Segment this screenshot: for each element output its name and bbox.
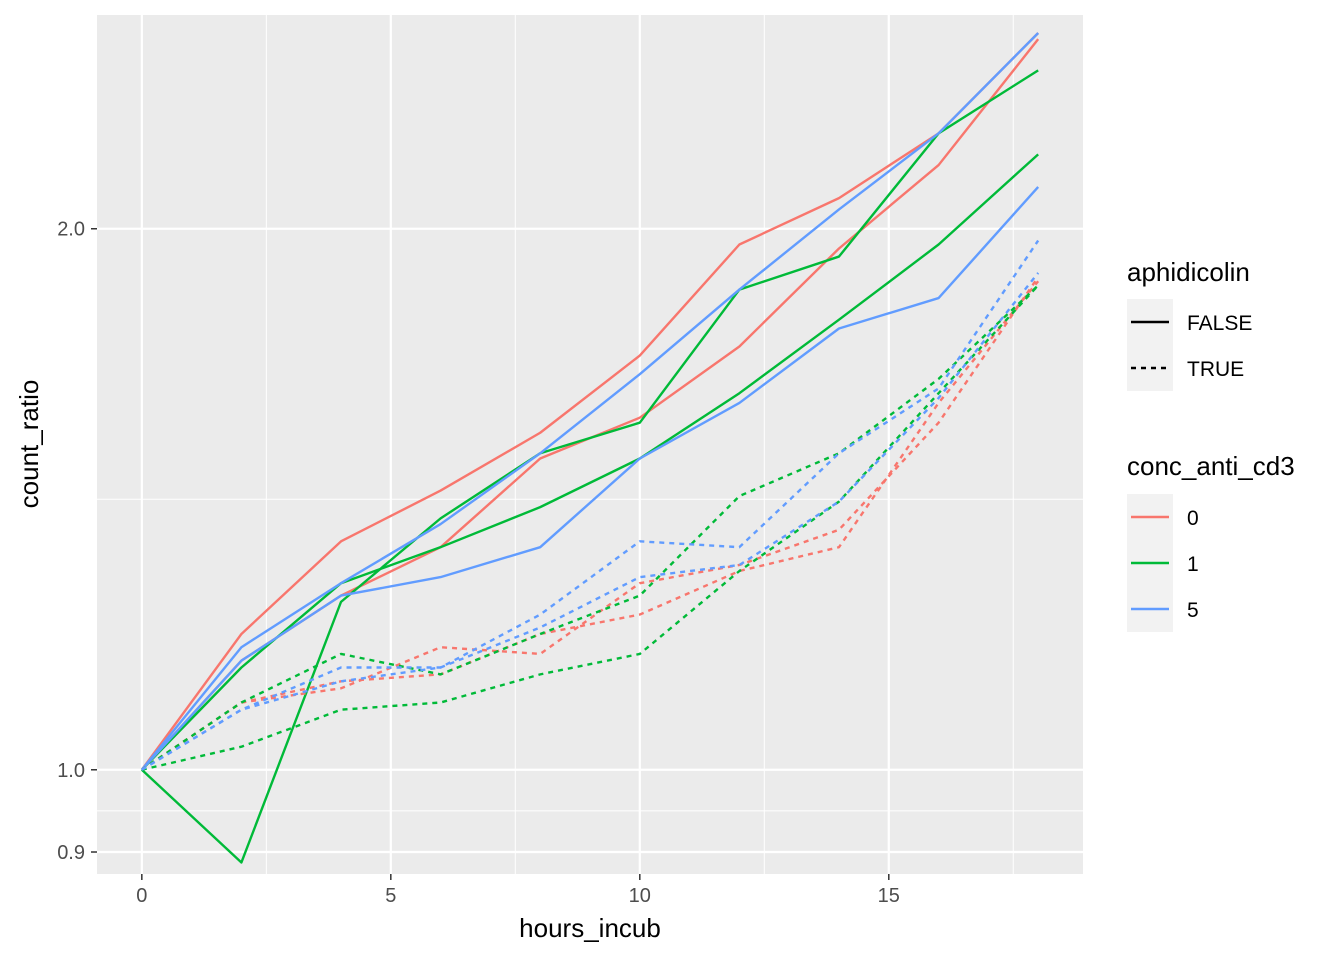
legend-color-title: conc_anti_cd3 [1127,451,1295,481]
series-line-cd3-5-aphidicolin-true [141,272,1040,771]
x-tick-label: 15 [878,885,900,907]
plot-panel [97,15,1083,874]
legend-label-cd3-5: 5 [1187,599,1199,622]
y-tick-label: 0.9 [57,842,85,864]
y-tick-label: 2.0 [57,219,85,241]
series-line-cd3-1-aphidicolin-true [141,284,1040,771]
x-tick-label: 0 [136,885,147,907]
series-line-cd3-0-aphidicolin-true [141,276,1040,771]
legend-label-false: FALSE [1187,312,1252,335]
series-line-cd3-5-aphidicolin-false [140,186,1040,771]
series-line-cd3-1-aphidicolin-false [140,153,1039,771]
y-tick-labels: 0.9 1.0 2.0 [57,219,85,864]
legend-color-keys: 0 1 5 [1127,494,1199,632]
legend-label-true: TRUE [1187,358,1244,381]
series-line-cd3-5-aphidicolin-false [140,32,1040,771]
legend-linetype: aphidicolin FALSE TRUE [1127,257,1252,391]
legend-label-cd3-1: 1 [1187,553,1199,576]
series-line-cd3-0-aphidicolin-true [141,280,1040,771]
legend-label-cd3-0: 0 [1187,507,1199,530]
axis-ticks [91,227,890,880]
legend-linetype-keys: FALSE TRUE [1127,299,1252,391]
x-tick-label: 5 [385,885,396,907]
x-tick-labels: 0 5 10 15 [136,885,900,907]
legend-linetype-title: aphidicolin [1127,257,1250,287]
major-gridlines [97,15,1083,874]
series-line-cd3-1-aphidicolin-false [141,69,1039,864]
y-axis-title: count_ratio [14,380,44,509]
series-line-cd3-5-aphidicolin-true [141,239,1040,771]
series-lines [140,32,1040,864]
series-line-cd3-0-aphidicolin-false [140,32,1040,771]
legend-color: conc_anti_cd3 0 1 5 [1127,451,1295,632]
x-tick-label: 10 [629,885,651,907]
series-line-cd3-1-aphidicolin-true [141,284,1040,771]
y-tick-label: 1.0 [57,760,85,782]
x-axis-title: hours_incub [519,913,661,943]
